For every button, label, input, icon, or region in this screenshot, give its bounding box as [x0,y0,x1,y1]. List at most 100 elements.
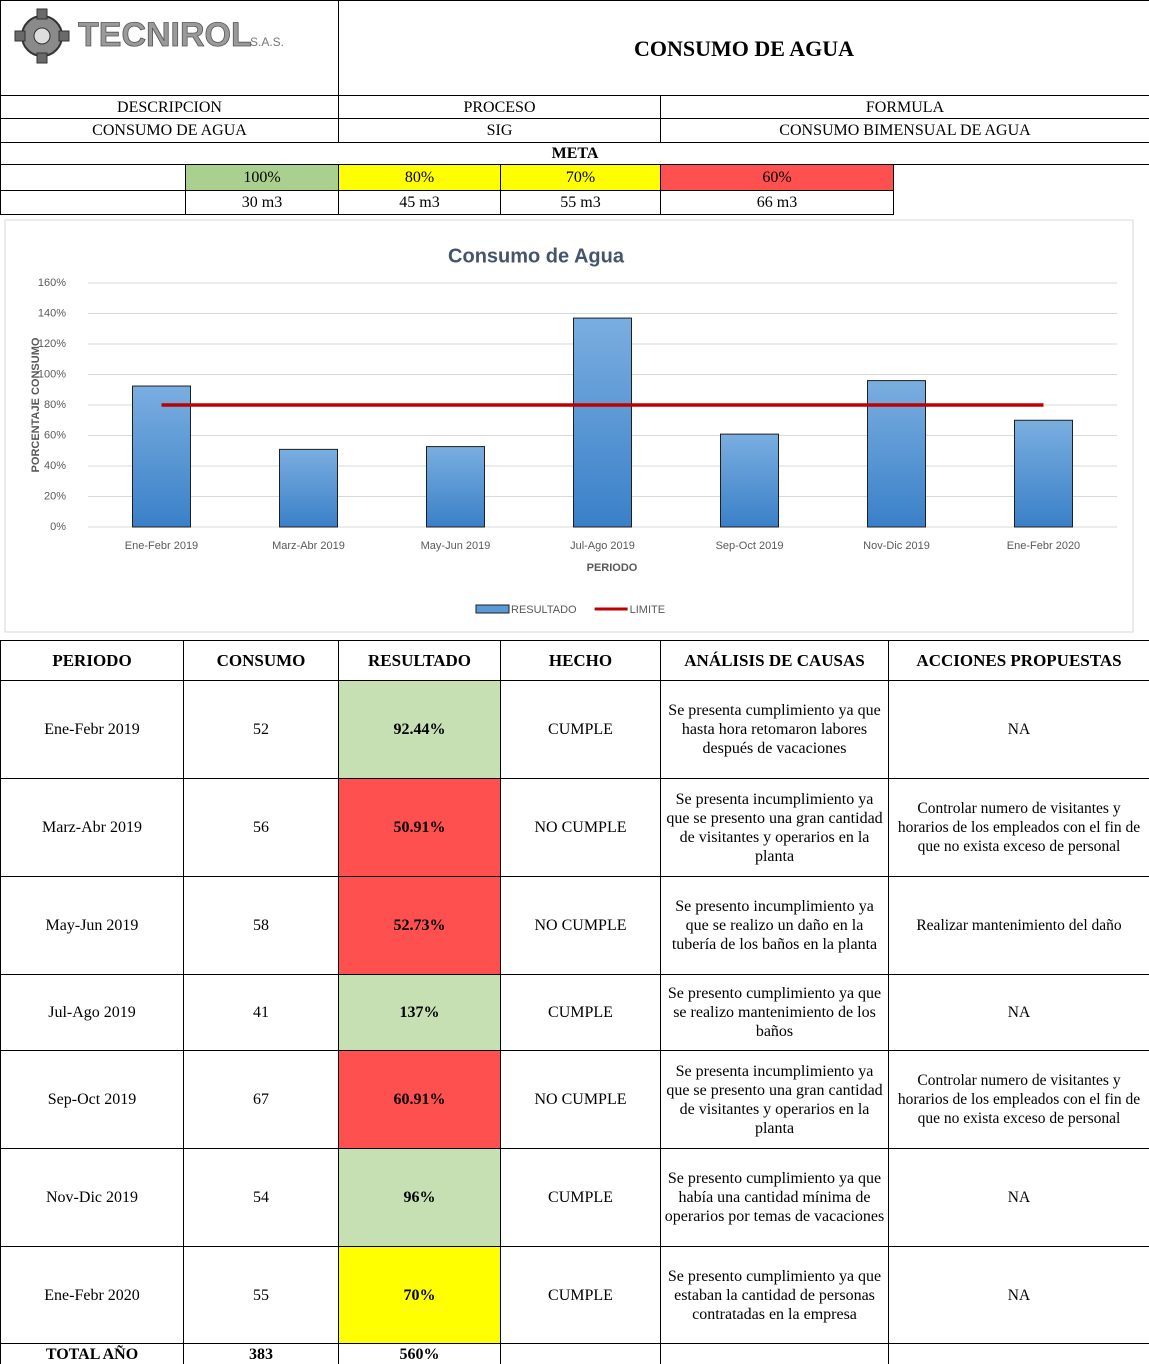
bar [132,385,191,528]
table-cell: NO CUMPLE [500,778,661,877]
table-cell: 55 [183,1246,339,1344]
column-header: ACCIONES PROPUESTAS [888,640,1149,681]
y-tick-label: 60% [44,429,66,441]
column-header: PERIODO [0,640,184,681]
column-header: CONSUMO [183,640,339,681]
table-cell: Se presento cumplimiento ya que había un… [660,1148,889,1247]
logo-gear [14,8,70,64]
meta-blank [0,164,186,191]
meta-percent: 80% [338,164,501,191]
legend-label: LIMITE [630,604,665,616]
bar [573,317,632,528]
header-label: FORMULA [660,95,1149,119]
table-cell: Controlar numero de visitantes y horario… [888,778,1149,877]
bar [1014,419,1073,528]
table-cell: CUMPLE [500,680,661,779]
bar [720,433,779,528]
table-cell: NO CUMPLE [500,876,661,975]
table-cell: 92.44% [338,680,501,779]
table-cell: NA [888,1246,1149,1344]
y-axis-label: PORCENTAJE CONSUMO [30,337,42,472]
table-cell: 58 [183,876,339,975]
table-cell: CUMPLE [500,1246,661,1344]
y-tick-label: 0% [50,521,66,533]
table-cell: Se presento incumplimiento ya que se rea… [660,876,889,975]
meta-percent: 70% [500,164,661,191]
x-tick-label: Sep-Oct 2019 [716,540,784,552]
total-blank [660,1343,889,1364]
header-value: CONSUMO BIMENSUAL DE AGUA [660,118,1149,143]
logo-name: TECNIROL [78,16,252,54]
total-label: TOTAL AÑO [0,1343,184,1364]
meta-blank [0,190,186,215]
x-tick-label: Nov-Dic 2019 [863,540,930,552]
meta-volume: 66 m3 [660,190,894,215]
header-label: DESCRIPCION [0,95,339,119]
table-cell: Controlar numero de visitantes y horario… [888,1050,1149,1149]
table-cell: 41 [183,974,339,1051]
table-cell: Marz-Abr 2019 [0,778,184,877]
y-tick-label: 140% [38,307,66,319]
total-consumo: 383 [183,1343,339,1364]
table-cell: 96% [338,1148,501,1247]
meta-volume: 55 m3 [500,190,661,215]
table-cell: 54 [183,1148,339,1247]
total-blank [500,1343,661,1364]
total-resultado: 560% [338,1343,501,1364]
table-cell: Ene-Febr 2020 [0,1246,184,1344]
table-cell: Jul-Ago 2019 [0,974,184,1051]
table-cell: Se presento cumplimiento ya que estaban … [660,1246,889,1344]
header-value: SIG [338,118,661,143]
x-axis-label: PERIODO [587,562,638,574]
table-cell: 52.73% [338,876,501,975]
logo-box [0,0,339,96]
table-cell: Se presenta incumplimiento ya que se pre… [660,1050,889,1149]
table-cell: 137% [338,974,501,1051]
table-cell: May-Jun 2019 [0,876,184,975]
meta-percent: 100% [185,164,339,191]
table-cell: Se presenta incumplimiento ya que se pre… [660,778,889,877]
bar [867,380,926,528]
logo: TECNIROL S.A.S. [14,8,284,64]
header-value: CONSUMO DE AGUA [0,118,339,143]
table-cell: 67 [183,1050,339,1149]
table-cell: NO CUMPLE [500,1050,661,1149]
x-tick-label: Jul-Ago 2019 [570,540,635,552]
meta-volume: 45 m3 [338,190,501,215]
table-cell: 70% [338,1246,501,1344]
table-cell: Nov-Dic 2019 [0,1148,184,1247]
page-title: CONSUMO DE AGUA [338,0,1149,96]
x-tick-label: Marz-Abr 2019 [272,540,345,552]
table-cell: NA [888,974,1149,1051]
x-tick-label: Ene-Febr 2020 [1007,540,1080,552]
table-cell: NA [888,680,1149,779]
column-header: HECHO [500,640,661,681]
y-tick-label: 80% [44,399,66,411]
table-cell: Realizar mantenimiento del daño [888,876,1149,975]
table-cell: 60.91% [338,1050,501,1149]
meta-title: META [0,142,1149,165]
table-cell: CUMPLE [500,1148,661,1247]
table-cell: NA [888,1148,1149,1247]
table-cell: Se presenta cumplimiento ya que hasta ho… [660,680,889,779]
y-tick-label: 160% [38,277,66,289]
chart-frame [4,219,1134,633]
x-tick-label: Ene-Febr 2019 [125,540,198,552]
table-cell: Sep-Oct 2019 [0,1050,184,1149]
header-label: PROCESO [338,95,661,119]
meta-percent: 60% [660,164,894,191]
y-tick-label: 20% [44,490,66,502]
table-cell: 56 [183,778,339,877]
column-header: RESULTADO [338,640,501,681]
bar [279,448,338,528]
y-tick-label: 100% [38,368,66,380]
legend-swatch [475,604,510,614]
y-tick-label: 120% [38,338,66,350]
y-tick-label: 40% [44,460,66,472]
table-cell: Ene-Febr 2019 [0,680,184,779]
chart-title: Consumo de Agua [448,245,625,267]
table-cell: 52 [183,680,339,779]
logo-suffix: S.A.S. [250,35,284,49]
table-cell: 50.91% [338,778,501,877]
bar [426,446,485,528]
